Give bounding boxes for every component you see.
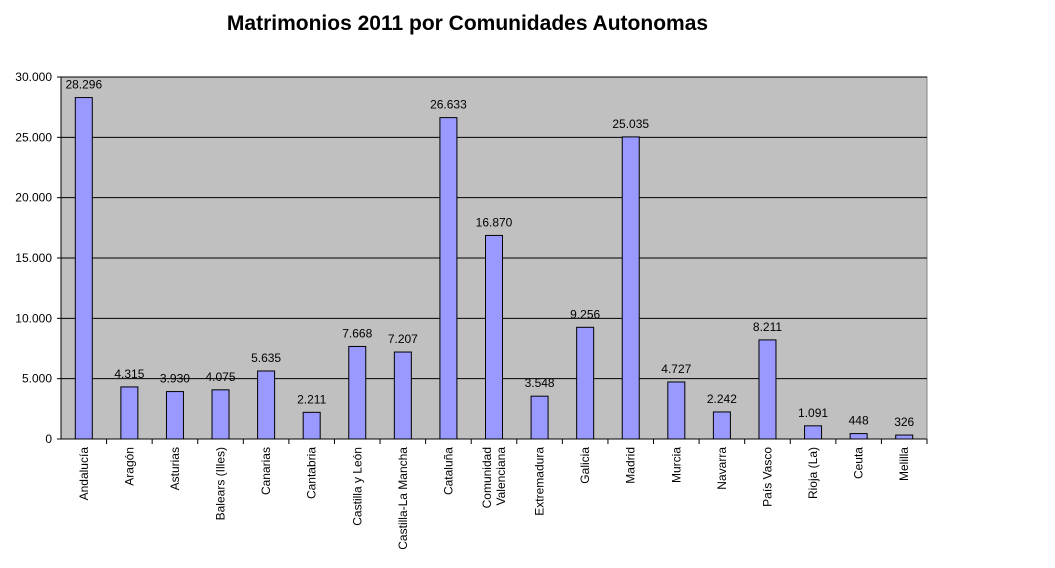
data-label: 7.207 <box>388 332 418 346</box>
data-label: 25.035 <box>612 117 649 131</box>
category-label: País Vasco <box>760 447 774 507</box>
bar <box>348 345 367 440</box>
category-label: Ceuta <box>852 447 866 479</box>
data-label: 28.296 <box>65 78 102 92</box>
category-label: Canarias <box>259 447 273 495</box>
data-label: 8.211 <box>753 320 782 334</box>
bar <box>439 117 458 440</box>
data-label: 326 <box>894 415 914 429</box>
data-label: 16.870 <box>476 215 513 229</box>
data-label: 4.075 <box>206 370 236 384</box>
bar <box>393 351 412 440</box>
data-label: 3.930 <box>160 372 190 386</box>
bar <box>895 434 914 440</box>
category-label: Navarra <box>715 447 729 490</box>
chart-title: Matrimonios 2011 por Comunidades Autonom… <box>226 12 709 35</box>
bar <box>804 425 823 440</box>
data-label: 448 <box>849 414 869 428</box>
data-label: 9.256 <box>570 307 600 321</box>
data-label: 26.633 <box>430 98 467 112</box>
category-label: Aragón <box>122 447 136 486</box>
data-labels: 28.296 4.315 3.930 4.075 5.635 2.211 7.668 7.20… <box>65 78 914 430</box>
data-label: 7.668 <box>342 326 372 340</box>
bar <box>257 370 276 440</box>
bar <box>211 389 230 440</box>
category-label: Valenciana <box>494 447 508 506</box>
bar <box>758 339 777 440</box>
y-tick-label: 20.000 <box>15 191 52 205</box>
data-label: 2.211 <box>297 392 326 406</box>
category-label: Murcia <box>669 447 683 483</box>
bar <box>485 234 503 440</box>
bar <box>621 136 640 440</box>
data-label: 3.548 <box>525 376 555 390</box>
y-tick-label: 25.000 <box>15 130 52 144</box>
data-label: 1.091 <box>798 406 828 420</box>
bar <box>530 395 549 440</box>
axes: 0 5.000 10.000 15.000 20.000 25.000 30.000 Anda… <box>15 70 928 550</box>
category-label: Cantabria <box>305 447 319 499</box>
data-label: 2.242 <box>707 392 737 406</box>
y-tick-label: 5.000 <box>22 372 52 386</box>
category-label: Cataluña <box>441 447 455 495</box>
y-tick-label: 0 <box>45 432 52 446</box>
data-label: 4.727 <box>661 362 691 376</box>
category-label: Andalucía <box>77 447 91 501</box>
data-label: 5.635 <box>251 351 281 365</box>
category-label: Asturias <box>168 447 182 490</box>
category-label: Melilla <box>897 447 911 481</box>
category-label: Rioja (La) <box>806 447 820 499</box>
category-label: Balears (Illes) <box>214 447 228 520</box>
category-label: Galicia <box>578 447 592 484</box>
bar <box>165 391 184 440</box>
bar <box>667 381 686 440</box>
category-label: Castilla-La Mancha <box>396 447 410 550</box>
y-tick-label: 15.000 <box>15 251 52 265</box>
category-label: Comunidad <box>480 447 494 508</box>
category-label: Extremadura <box>533 447 547 516</box>
bar <box>712 411 731 440</box>
bar <box>849 433 868 440</box>
bar <box>74 97 93 440</box>
bar <box>576 326 595 440</box>
data-label: 4.315 <box>114 367 144 381</box>
category-label: Madrid <box>624 447 638 484</box>
bar <box>120 386 139 440</box>
category-label: Castilla y León <box>350 447 364 526</box>
y-tick-label: 30.000 <box>15 70 52 84</box>
y-tick-label: 10.000 <box>15 311 52 325</box>
bar <box>302 411 321 440</box>
